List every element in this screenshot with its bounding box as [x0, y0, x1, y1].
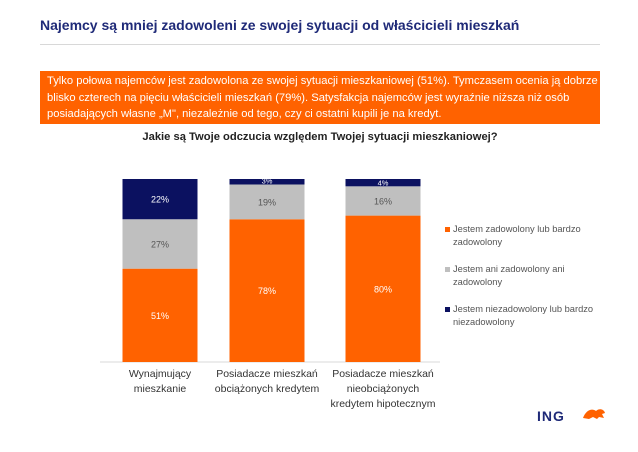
page-title: Najemcy są mniej zadowoleni ze swojej sy… — [40, 17, 520, 33]
legend-swatch — [445, 307, 450, 312]
data-label: 19% — [258, 197, 276, 207]
legend-label: Jestem ani zadowolony ani — [453, 264, 565, 274]
legend-label: Jestem niezadowolony lub bardzo — [453, 304, 594, 314]
data-label: 51% — [151, 311, 169, 321]
data-label: 4% — [378, 178, 389, 187]
legend-item: Jestem niezadowolony lub bardzo niezadowo… — [445, 303, 615, 329]
data-label: 78% — [258, 286, 276, 296]
category-label-line: mieszkanie — [133, 383, 187, 395]
category-label-line: kredytem hipotecznym — [330, 398, 436, 410]
bar-segment — [345, 186, 421, 216]
category-label-line: Posiadacze mieszkań — [332, 368, 434, 380]
legend-item: Jestem ani zadowolony ani zadowolony — [445, 263, 615, 289]
bar-segment — [229, 184, 305, 220]
bar-segment — [229, 179, 305, 185]
category-label-line: Posiadacze mieszkań — [216, 368, 318, 380]
legend-item: Jestem zadowolony lub bardzo zadowolony — [445, 223, 615, 249]
category-label-line: Wynajmujący — [128, 368, 192, 380]
bar-segment — [122, 179, 198, 220]
data-label: 27% — [151, 239, 169, 249]
legend-label: Jestem zadowolony lub bardzo — [453, 224, 581, 234]
title-divider — [40, 44, 600, 45]
data-label: 3% — [262, 176, 273, 185]
bar-segment — [345, 179, 421, 187]
data-label: 16% — [374, 196, 392, 206]
category-label: Wynajmujący mieszkanie — [100, 367, 220, 397]
data-label: 80% — [374, 284, 392, 294]
legend-label: zadowolony — [453, 237, 503, 247]
data-label: 22% — [151, 195, 169, 205]
legend-swatch — [445, 227, 450, 232]
lion-logo-icon — [583, 409, 605, 419]
bar-segment — [229, 219, 305, 362]
chart-legend: Jestem zadowolony lub bardzo zadowolony Je… — [445, 223, 615, 343]
bar-segment — [122, 268, 198, 362]
category-label-line: nieobciążonych — [346, 383, 420, 395]
legend-label: niezadowolony — [453, 317, 515, 327]
legend-label: zadowolony — [453, 277, 503, 287]
category-label: Posiadacze mieszkań obciążonych kredytem — [207, 367, 327, 397]
chart-title: Jakie są Twoje odczucia względem Twojej … — [142, 131, 498, 143]
category-label-line: obciążonych kredytem — [214, 383, 320, 395]
summary-box: Tylko połowa najemców jest zadowolona ze… — [40, 71, 600, 124]
ing-logo: ING — [537, 408, 565, 424]
bar-segment — [345, 215, 421, 362]
bar-segment — [122, 219, 198, 269]
category-label: Posiadacze mieszkań nieobciążonych kredyte… — [323, 367, 443, 412]
legend-swatch — [445, 267, 450, 272]
